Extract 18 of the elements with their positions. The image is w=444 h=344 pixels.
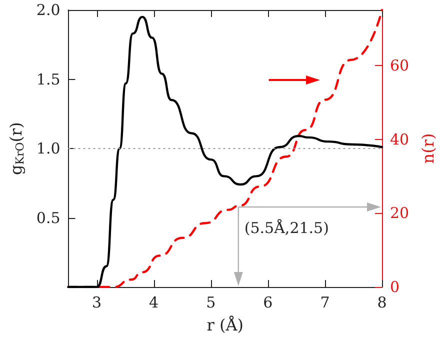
y2-tick-label: 0 xyxy=(390,278,400,296)
y-tick-label: 0.5 xyxy=(36,208,60,227)
y-tick-label: 1.5 xyxy=(36,70,60,88)
x-axis-title: r (Å) xyxy=(206,316,244,334)
x-tick-label: 4 xyxy=(149,294,159,312)
y-tick-label: 1.0 xyxy=(36,140,60,158)
y-tick-label: 2.0 xyxy=(36,1,60,19)
x-tick-label: 7 xyxy=(320,294,330,312)
y2-tick-label: 40 xyxy=(390,130,410,148)
x-tick-label: 6 xyxy=(263,294,273,312)
y-axis-title: gKrO(r) xyxy=(6,122,26,175)
x-tick-label: 8 xyxy=(377,294,387,312)
y2-tick-label: 20 xyxy=(390,204,410,222)
y2-axis-title: n(r) xyxy=(418,133,438,164)
y2-tick-label: 60 xyxy=(390,56,410,74)
annotation: (5.5Å,21.5) xyxy=(244,219,329,237)
x-tick-label: 5 xyxy=(206,294,216,312)
x-tick-label: 3 xyxy=(92,294,102,312)
